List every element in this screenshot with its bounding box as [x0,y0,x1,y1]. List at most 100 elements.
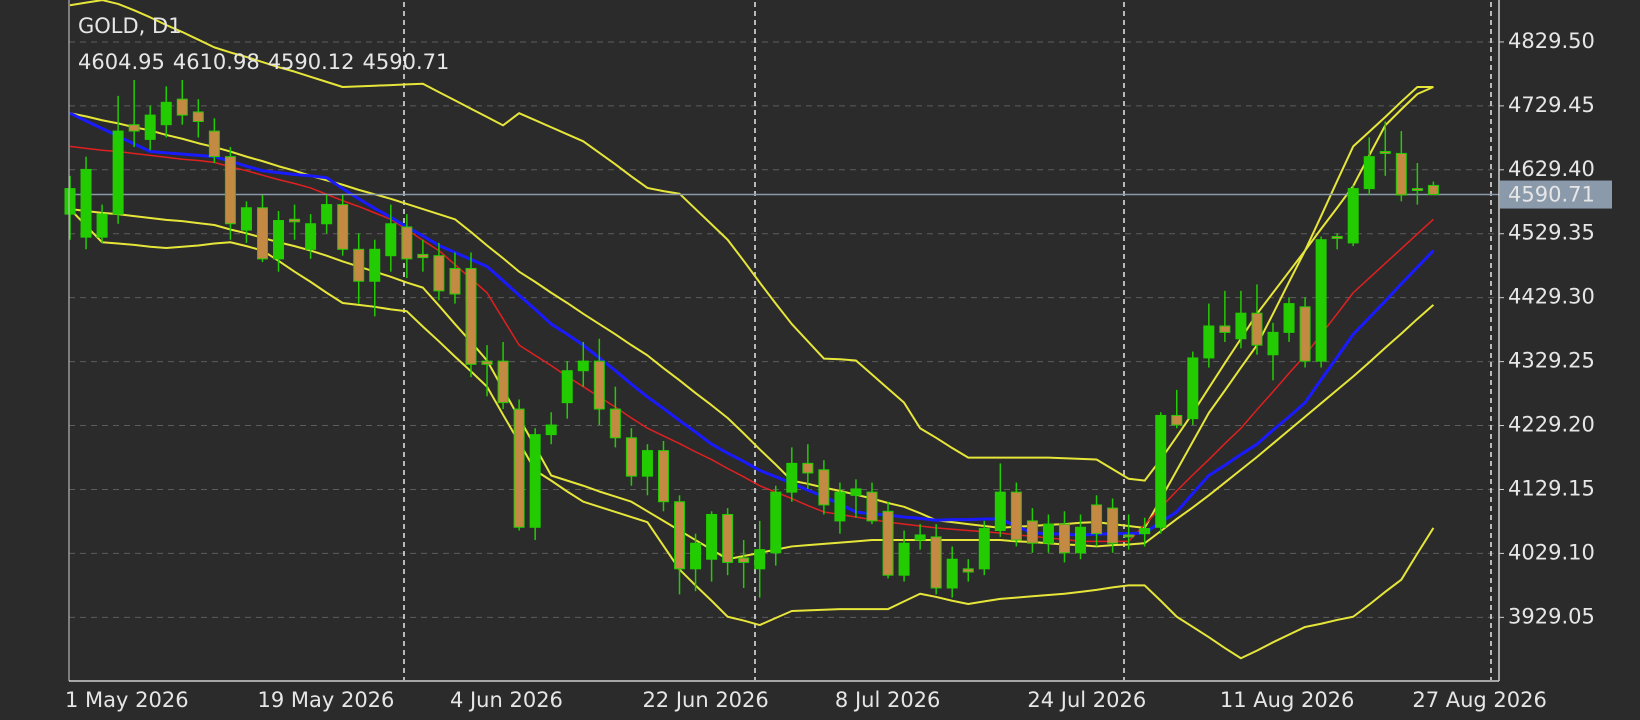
candle-body [1203,325,1215,359]
candle-body [930,536,942,589]
candle-body [1155,414,1167,528]
candle-body [593,360,605,410]
candle-body [160,101,172,126]
candle-body [401,226,413,260]
separators [403,2,1492,680]
chart-title: GOLD, D1 [78,14,182,38]
y-tick-label: 4629.40 [1508,157,1595,181]
x-tick-label: 27 Aug 2026 [1412,688,1547,712]
candle-body [1395,152,1407,196]
candle-body [802,462,814,474]
candle-body [1219,325,1231,333]
candle-body [321,204,333,225]
candle-body [834,491,846,522]
candle-body [1379,151,1391,154]
candle-body [481,360,493,365]
low-value: 4590.12 [268,50,355,74]
indicator-line [69,111,1435,537]
y-tick-label: 4229.20 [1508,413,1595,437]
candle-body [1331,236,1343,239]
candles [64,79,1439,598]
candle-body [1123,534,1135,538]
candle-body [1075,526,1087,554]
candle-body [962,568,974,573]
y-tick-label: 4329.25 [1508,349,1595,373]
x-tick-label: 4 Jun 2026 [450,688,563,712]
candle-body [770,491,782,554]
candle-body [1010,491,1022,541]
candle-body [273,220,285,260]
candle-body [946,558,958,589]
candle-body [641,450,653,477]
candle-body [144,114,156,140]
high-value: 4610.98 [173,50,260,74]
candle-body [882,510,894,576]
candle-body [786,462,798,493]
indicator-line [69,208,1435,660]
candle-body [898,542,910,576]
candle-body [1299,306,1311,362]
candle-body [1091,504,1103,535]
y-tick-label: 4129.15 [1508,476,1595,500]
candle-body [465,267,477,365]
candle-body [497,360,509,404]
candle-body [978,528,990,570]
candle-body [337,204,349,250]
candle-body [1026,520,1038,544]
candle-body [690,542,702,570]
close-value: 4590.71 [363,50,450,74]
x-tick-label: 11 Aug 2026 [1220,688,1355,712]
x-tick-label: 1 May 2026 [65,688,189,712]
y-tick-label: 4529.35 [1508,221,1595,245]
candle-body [1171,414,1183,426]
candle-body [625,437,637,477]
candle-body [1042,523,1054,544]
candle-body [128,124,140,132]
candle-body [1363,156,1375,190]
y-tick-label: 4429.30 [1508,285,1595,309]
candle-body [1058,523,1070,554]
candle-body [1283,303,1295,333]
candle-body [674,501,686,570]
candle-body [850,488,862,496]
grid [69,41,1499,618]
candle-body [1267,331,1279,356]
candle-body [449,267,461,295]
candle-body [722,513,734,563]
candle-body [818,469,830,506]
candle-body [417,253,429,259]
candle-body [353,248,365,282]
y-tick-label: 4729.45 [1508,93,1595,117]
candle-body [224,156,236,225]
candle-body [1347,188,1359,244]
candle-body [289,218,301,223]
candle-body [754,549,766,570]
candle-body [994,491,1006,531]
candle-body [609,408,621,439]
candle-body [192,111,204,122]
x-tick-label: 8 Jul 2026 [835,688,941,712]
candle-body [1107,507,1119,544]
indicator-line [69,86,1434,529]
ohlc-readout: 4604.95 4610.98 4590.12 4590.71 [78,50,449,74]
axes: 3929.05 4029.10 4129.15 4229.20 4329.25 4429.… [65,0,1612,712]
open-value: 4604.95 [78,50,165,74]
candle-body [1235,312,1247,340]
candle-body [1427,184,1439,196]
candle-body [577,360,589,372]
y-tick-label: 4829.50 [1508,29,1595,53]
candle-body [706,513,718,560]
candle-body [1187,357,1199,420]
candle-body [513,408,525,528]
x-tick-label: 22 Jun 2026 [642,688,768,712]
candle-body [561,370,573,404]
candle-body [64,188,76,215]
indicator-line [69,208,1435,561]
x-tick-label: 24 Jul 2026 [1027,688,1146,712]
y-tick-label: 4029.10 [1508,540,1595,564]
indicator-line [69,145,1434,543]
candle-body [369,248,381,282]
